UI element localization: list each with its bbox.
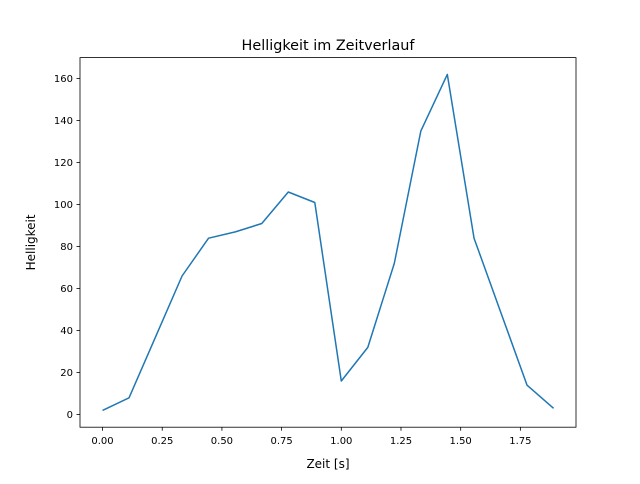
chart-title: Helligkeit im Zeitverlauf — [242, 38, 416, 54]
x-tick-label: 0.50 — [211, 436, 233, 447]
x-tick-label: 1.50 — [450, 436, 472, 447]
y-tick-label: 120 — [54, 158, 73, 169]
x-tick-label: 0.75 — [270, 436, 292, 447]
x-tick-label: 0.00 — [91, 436, 113, 447]
x-tick-label: 1.75 — [509, 436, 531, 447]
y-tick-label: 20 — [60, 368, 73, 379]
y-tick-label: 160 — [54, 74, 73, 85]
y-tick-label: 80 — [60, 242, 73, 253]
y-tick-label: 0 — [67, 410, 73, 421]
y-tick-label: 100 — [54, 200, 73, 211]
y-tick-label: 60 — [60, 284, 73, 295]
y-axis-label: Helligkeit — [24, 214, 38, 270]
series-line-helligkeit — [103, 74, 554, 410]
y-tick-label: 140 — [54, 116, 73, 127]
x-tick-label: 0.25 — [151, 436, 173, 447]
x-tick-label: 1.25 — [390, 436, 412, 447]
plot-frame — [80, 58, 576, 428]
y-tick-label: 40 — [60, 326, 73, 337]
x-tick-label: 1.00 — [330, 436, 352, 447]
x-axis-label: Zeit [s] — [306, 457, 349, 471]
